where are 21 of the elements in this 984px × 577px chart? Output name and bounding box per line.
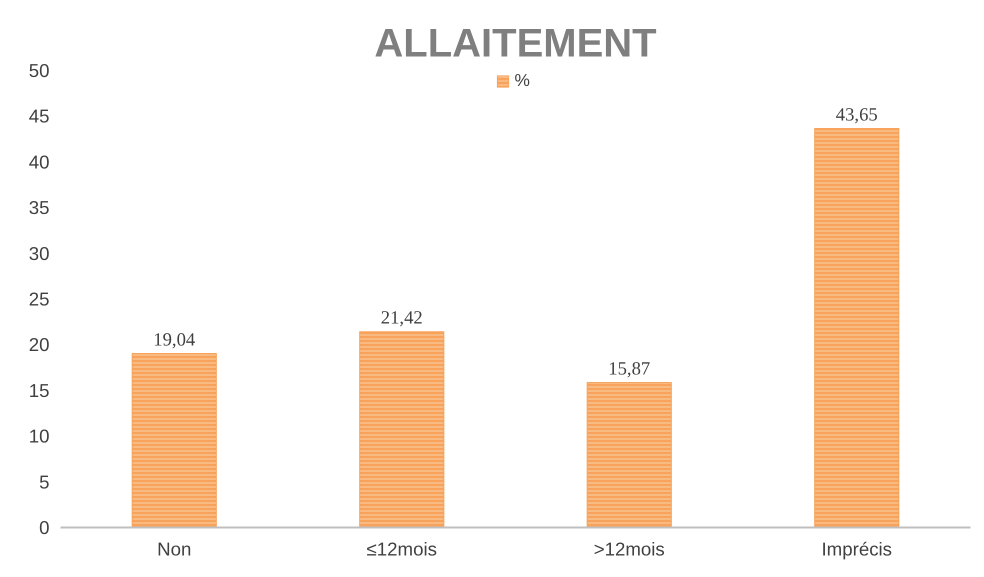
- data-label: 21,42: [380, 308, 423, 329]
- x-tick-label: Non: [157, 538, 192, 560]
- data-label: 43,65: [836, 104, 878, 126]
- y-tick-label: 0: [39, 517, 50, 538]
- legend-label: %: [514, 70, 531, 91]
- y-tick-label: 40: [28, 151, 50, 172]
- y-tick-label: 10: [28, 426, 50, 447]
- y-tick-label: 35: [28, 197, 50, 218]
- y-tick-label: 30: [28, 242, 50, 264]
- y-tick-label: 50: [28, 60, 50, 81]
- data-label: 19,04: [153, 329, 196, 350]
- y-tick-label: 5: [39, 471, 50, 492]
- y-tick-label: 15: [28, 380, 50, 401]
- y-tick-label: 20: [28, 334, 50, 356]
- y-tick-label: 45: [28, 106, 50, 127]
- x-tick-label: Imprécis: [822, 538, 892, 560]
- y-tick-label: 25: [28, 288, 50, 310]
- data-label: 15,87: [608, 358, 650, 380]
- x-tick-label: ≤12mois: [366, 538, 437, 560]
- x-tick-label: >12mois: [594, 538, 665, 560]
- chart-title: ALLAITEMENT: [374, 22, 657, 66]
